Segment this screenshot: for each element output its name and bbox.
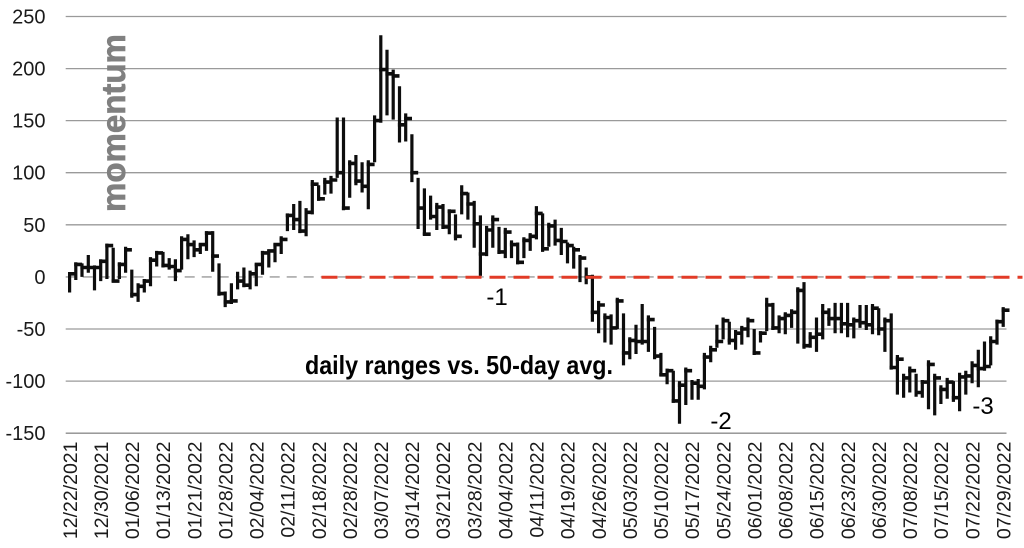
svg-text:momentum: momentum [95,34,132,212]
svg-text:50: 50 [23,215,45,237]
svg-text:04/11/2022: 04/11/2022 [527,442,549,538]
svg-text:-50: -50 [17,319,46,341]
svg-text:07/29/2022: 07/29/2022 [993,442,1015,540]
svg-text:05/17/2022: 05/17/2022 [682,442,704,540]
svg-text:04/26/2022: 04/26/2022 [589,442,611,540]
svg-text:daily ranges vs. 50-day avg.: daily ranges vs. 50-day avg. [305,350,613,380]
svg-text:01/21/2022: 01/21/2022 [184,442,206,540]
svg-text:03/28/2022: 03/28/2022 [464,442,486,540]
svg-text:07/08/2022: 07/08/2022 [900,442,922,540]
svg-text:200: 200 [12,59,45,81]
svg-text:07/15/2022: 07/15/2022 [931,442,953,540]
svg-text:-1: -1 [486,284,507,311]
svg-text:-150: -150 [5,423,45,445]
svg-text:02/11/2022: 02/11/2022 [278,442,300,538]
svg-text:06/23/2022: 06/23/2022 [838,442,860,540]
svg-text:06/30/2022: 06/30/2022 [869,442,891,540]
svg-text:02/18/2022: 02/18/2022 [309,442,331,540]
svg-text:05/24/2022: 05/24/2022 [713,442,735,540]
svg-text:04/19/2022: 04/19/2022 [558,442,580,540]
svg-text:06/01/2022: 06/01/2022 [744,442,766,540]
svg-text:03/21/2022: 03/21/2022 [433,442,455,540]
svg-text:-100: -100 [5,371,45,393]
svg-text:07/22/2022: 07/22/2022 [962,442,984,540]
svg-text:150: 150 [12,111,45,133]
svg-text:12/22/2021: 12/22/2021 [60,442,82,540]
svg-text:12/30/2021: 12/30/2021 [91,442,113,540]
svg-text:01/06/2022: 01/06/2022 [122,442,144,540]
svg-text:100: 100 [12,163,45,185]
svg-text:-2: -2 [710,408,731,435]
svg-text:06/08/2022: 06/08/2022 [776,442,798,540]
svg-text:02/04/2022: 02/04/2022 [247,442,269,540]
svg-text:04/04/2022: 04/04/2022 [496,442,518,540]
svg-text:05/03/2022: 05/03/2022 [620,442,642,540]
svg-text:0: 0 [34,267,45,289]
svg-text:05/10/2022: 05/10/2022 [651,442,673,540]
svg-text:01/13/2022: 01/13/2022 [153,442,175,540]
svg-text:06/15/2022: 06/15/2022 [807,442,829,540]
svg-text:02/28/2022: 02/28/2022 [340,442,362,540]
svg-text:-3: -3 [972,393,993,420]
svg-text:250: 250 [12,7,45,29]
svg-text:03/07/2022: 03/07/2022 [371,442,393,540]
svg-text:03/14/2022: 03/14/2022 [402,442,424,540]
svg-text:01/28/2022: 01/28/2022 [215,442,237,540]
